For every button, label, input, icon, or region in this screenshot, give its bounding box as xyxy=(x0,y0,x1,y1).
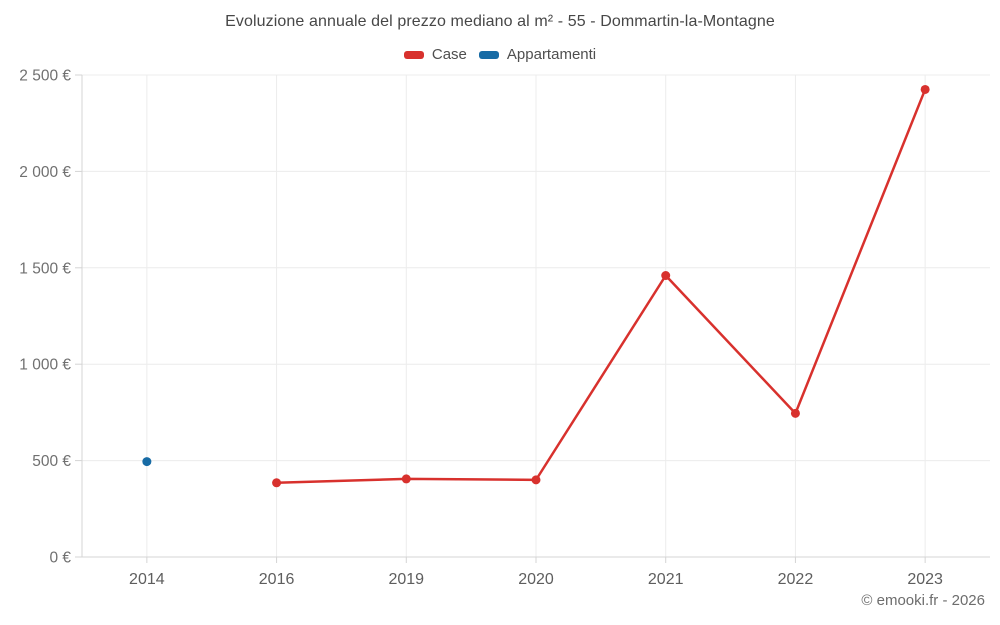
x-tick-label: 2020 xyxy=(518,571,554,588)
y-tick-label: 2 500 € xyxy=(19,68,71,85)
y-tick-label: 0 € xyxy=(49,550,71,567)
x-tick-label: 2019 xyxy=(388,571,424,588)
data-point-case[interactable] xyxy=(401,474,411,484)
series-line-case xyxy=(275,88,927,485)
y-tick-label: 1 500 € xyxy=(19,260,71,277)
y-tick-label: 1 000 € xyxy=(19,357,71,374)
data-point-case[interactable] xyxy=(661,271,671,281)
x-tick-label: 2022 xyxy=(778,571,814,588)
x-tick-label: 2023 xyxy=(907,571,943,588)
legend-label-case: Case xyxy=(431,46,467,63)
data-point-appartamenti[interactable] xyxy=(142,457,152,467)
case-series-swatch-icon xyxy=(403,50,424,59)
legend-item-case[interactable]: Case xyxy=(403,46,467,63)
appartamenti-series-swatch-icon xyxy=(478,50,499,59)
x-tick-label: 2014 xyxy=(129,571,165,588)
y-tick-label: 500 € xyxy=(32,453,71,470)
chart-title: Evoluzione annuale del prezzo mediano al… xyxy=(225,13,775,30)
data-point-case[interactable] xyxy=(531,475,541,485)
legend-item-appartamenti[interactable]: Appartamenti xyxy=(478,46,597,63)
data-point-case[interactable] xyxy=(920,84,930,94)
legend-label-appartamenti: Appartamenti xyxy=(506,46,597,63)
data-point-case[interactable] xyxy=(272,478,282,488)
watermark: © emooki.fr - 2026 xyxy=(861,592,985,609)
chart-legend: Case Appartamenti xyxy=(0,46,1000,63)
x-tick-label: 2021 xyxy=(648,571,684,588)
x-tick-label: 2016 xyxy=(259,571,295,588)
data-point-case[interactable] xyxy=(790,408,800,418)
y-tick-label: 2 000 € xyxy=(19,164,71,181)
